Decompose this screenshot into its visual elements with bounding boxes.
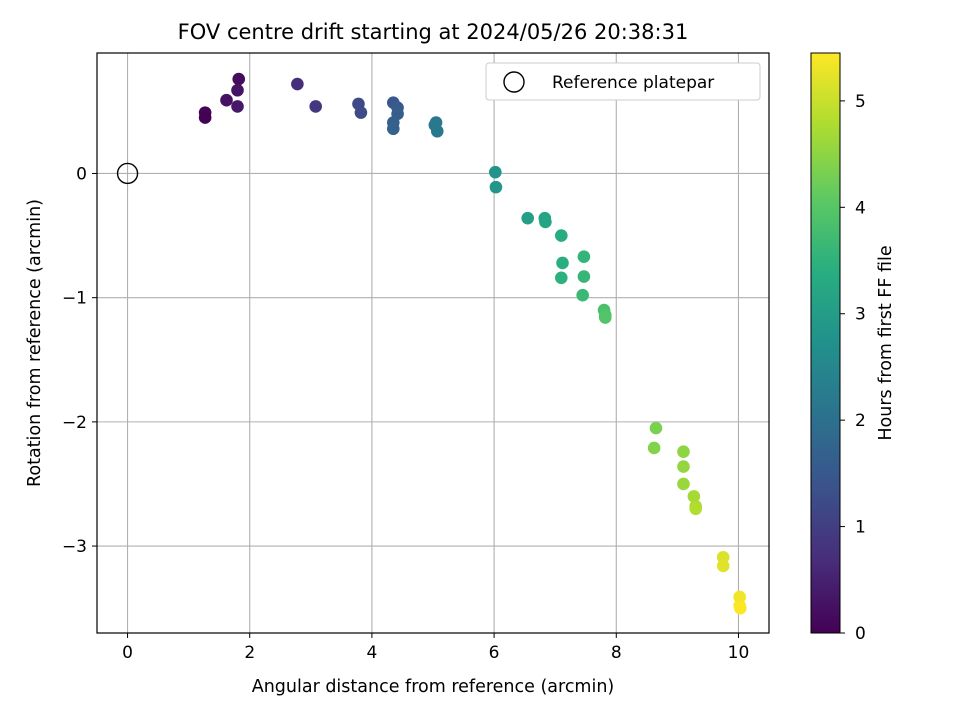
data-point [489,165,502,179]
data-point [649,421,663,435]
data-point [489,180,503,194]
data-point [733,590,746,604]
colorbar-ticks: 0 1 2 3 4 5 [840,92,866,644]
data-point [733,601,747,615]
colorbar: 0 1 2 3 4 5 Hours from first FF file [810,52,896,644]
data-point [598,311,612,324]
data-point [554,229,568,242]
x-tick-label: 0 [122,643,133,663]
y-tick-label: 0 [76,164,87,184]
data-point [354,106,368,119]
data-point [716,559,730,573]
data-point [577,270,591,283]
reference-marker-layer [116,162,139,185]
colorbar-label: Hours from first FF file [876,245,896,440]
chart-title: FOV centre drift starting at 2024/05/26 … [178,20,689,44]
data-point [220,93,233,107]
data-point [554,271,568,285]
data-point [198,111,212,124]
colorbar-tick-label: 2 [855,411,866,431]
x-tick-label: 2 [244,643,255,663]
data-point [521,211,534,225]
y-axis-label: Rotation from reference (arcmin) [25,199,45,487]
data-point [647,441,661,455]
legend: Reference platepar [485,62,761,101]
legend-box [485,62,761,101]
data-point [556,256,569,270]
data-point [689,502,702,516]
colorbar-tick-label: 5 [855,92,866,112]
y-tick-label: −3 [62,537,87,557]
y-axis-ticks: −3 −2 −1 0 [62,164,97,557]
plot-area-frame [96,52,770,634]
data-point [231,100,244,113]
reference-platepar-marker [116,162,139,185]
data-point [716,550,730,564]
data-point [231,83,244,97]
x-tick-label: 6 [489,643,500,663]
colorbar-tick-label: 0 [855,624,866,644]
colorbar-gradient [810,52,841,634]
x-axis-ticks: 0 2 4 6 8 10 [122,633,749,663]
data-point [430,124,444,138]
data-point [309,100,323,113]
data-point [687,490,701,503]
data-point [576,288,589,302]
y-tick-label: −1 [62,289,87,309]
data-point [386,122,400,136]
data-point [539,215,552,229]
data-point [232,72,246,86]
data-point [577,250,591,263]
x-tick-label: 8 [611,643,622,663]
colorbar-tick-label: 1 [855,518,866,538]
y-tick-label: −2 [62,413,87,433]
legend-marker-icon [503,71,525,93]
data-point [677,477,690,491]
x-tick-label: 10 [728,643,750,663]
data-point [677,460,690,473]
x-axis-label: Angular distance from reference (arcmin) [252,677,615,697]
scatter-points [198,72,747,615]
colorbar-tick-label: 3 [855,305,866,325]
data-point [677,445,690,458]
legend-entry-reference-platepar: Reference platepar [552,73,714,93]
data-point [291,77,304,91]
colorbar-tick-label: 4 [855,198,866,218]
x-tick-label: 4 [366,643,377,663]
grid-lines [97,53,769,633]
